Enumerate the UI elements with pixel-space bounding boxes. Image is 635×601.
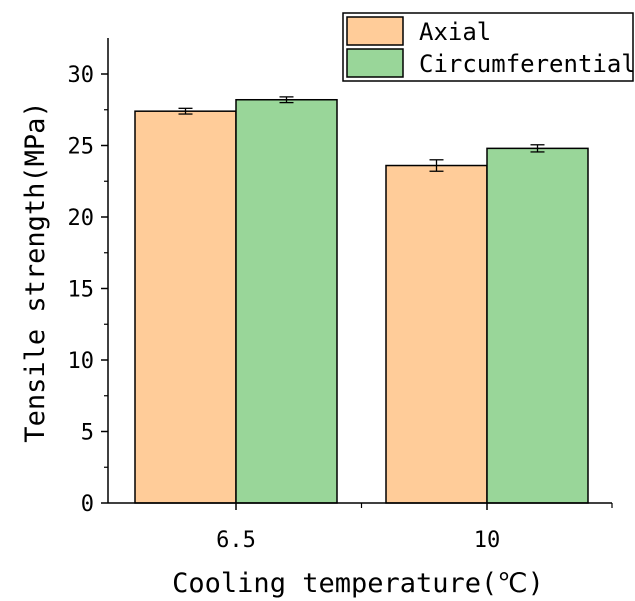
y-tick-label: 5	[81, 421, 94, 446]
y-tick-label: 15	[68, 278, 95, 303]
x-ticks-group: 6.5 10	[216, 503, 613, 553]
legend-swatch-axial	[346, 16, 404, 46]
x-tick-label: 10	[474, 528, 501, 553]
y-tick-label: 10	[68, 349, 95, 374]
y-tick-label: 25	[68, 135, 95, 160]
axes-group	[107, 38, 612, 504]
legend: Axial Circumferential	[342, 12, 635, 82]
legend-label-axial: Axial	[419, 18, 491, 46]
x-axis-title: Cooling temperature(℃)	[172, 568, 544, 599]
y-tick-label: 20	[68, 206, 95, 231]
legend-swatch-circumferential	[346, 48, 404, 78]
bar-axial-6-5	[134, 110, 237, 504]
y-tick-label: 30	[68, 63, 95, 88]
y-tick-label: 0	[81, 492, 94, 517]
error-bars-group	[178, 96, 545, 172]
y-ticks-group: 0 5 10 15 20 25 30	[68, 63, 108, 517]
bar-axial-10	[385, 164, 488, 504]
bars-group	[134, 98, 589, 504]
legend-label-circumferential: Circumferential	[419, 50, 635, 78]
x-tick-label: 6.5	[216, 528, 256, 553]
bar-circumferential-6-5	[235, 98, 338, 504]
y-axis-title: Tensile strength(MPa)	[20, 101, 51, 442]
bar-circumferential-10	[486, 147, 589, 504]
